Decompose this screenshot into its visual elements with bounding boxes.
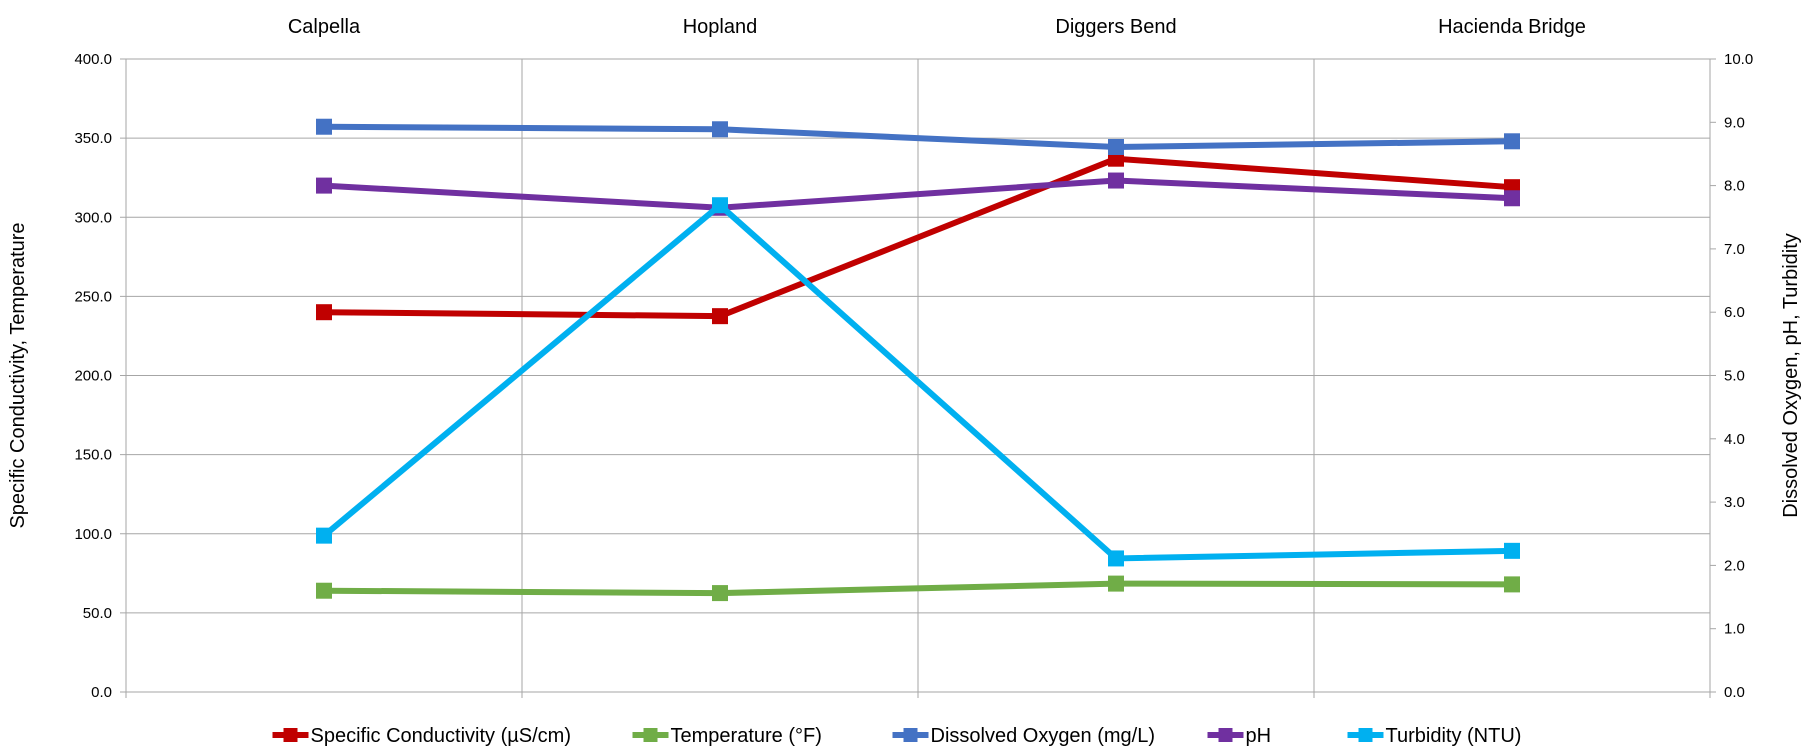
series-layer xyxy=(316,118,1520,602)
data-point-turbidity-ntu xyxy=(316,527,332,544)
category-label: Diggers Bend xyxy=(1055,16,1176,38)
right-axis-title: Dissolved Oxygen, pH, Turbidity xyxy=(1780,233,1802,518)
left-tick-label: 350.0 xyxy=(74,130,112,147)
data-point-turbidity-ntu xyxy=(712,197,728,214)
data-point-temperature-f xyxy=(1108,575,1124,592)
left-axis-title: Specific Conductivity, Temperature xyxy=(7,222,29,528)
legend-marker-turbidity-ntu xyxy=(1358,728,1373,742)
legend-marker-ph xyxy=(1218,728,1233,742)
right-tick-label: 10.0 xyxy=(1724,51,1753,68)
right-tick-label: 2.0 xyxy=(1724,557,1745,574)
data-point-dissolved-oxygen-mg-l xyxy=(1504,133,1520,150)
left-tick-label: 0.0 xyxy=(91,684,112,701)
left-tick-label: 300.0 xyxy=(74,209,112,226)
right-tick-label: 6.0 xyxy=(1724,304,1745,321)
data-point-temperature-f xyxy=(712,585,728,602)
right-tick-label: 8.0 xyxy=(1724,178,1745,195)
legend-label-turbidity-ntu: Turbidity (NTU) xyxy=(1386,725,1522,747)
legend: Specific Conductivity (µS/cm) Temperature… xyxy=(272,725,1522,747)
legend-label-ph: pH xyxy=(1246,725,1272,747)
data-point-dissolved-oxygen-mg-l xyxy=(316,118,332,135)
grid-layer xyxy=(125,58,1711,693)
right-tick-label: 4.0 xyxy=(1724,431,1745,448)
series-line-turbidity-ntu xyxy=(322,202,1513,562)
series-line-ph xyxy=(323,177,1513,211)
legend-marker-dissolved-oxygen-mg-l xyxy=(903,728,918,742)
legend-label-specific-conductivity-s-cm: Specific Conductivity (µS/cm) xyxy=(311,725,571,747)
right-tick-label: 7.0 xyxy=(1724,241,1745,258)
data-point-dissolved-oxygen-mg-l xyxy=(712,121,728,138)
left-tick-label: 50.0 xyxy=(83,605,112,622)
series-line-specific-conductivity-s-cm xyxy=(323,155,1513,320)
data-point-specific-conductivity-s-cm xyxy=(316,304,332,321)
legend-marker-specific-conductivity-s-cm xyxy=(283,728,298,742)
label-layer: 0.0 50.0 100.0 150.0 200.0 250.0 300.0 350.0 400… xyxy=(7,16,1802,701)
data-point-temperature-f xyxy=(1504,576,1520,593)
left-tick-label: 400.0 xyxy=(74,51,112,68)
category-label: Hopland xyxy=(683,16,758,38)
data-point-temperature-f xyxy=(316,582,332,599)
right-tick-label: 9.0 xyxy=(1724,114,1745,131)
data-point-ph xyxy=(316,177,332,194)
right-tick-label: 1.0 xyxy=(1724,621,1745,638)
left-tick-label: 100.0 xyxy=(74,526,112,543)
left-tick-label: 150.0 xyxy=(74,447,112,464)
data-point-specific-conductivity-s-cm xyxy=(712,308,728,325)
category-label: Calpella xyxy=(288,16,361,38)
legend-label-temperature-f: Temperature (°F) xyxy=(671,725,822,747)
category-label: Hacienda Bridge xyxy=(1438,16,1586,38)
legend-label-dissolved-oxygen-mg-l: Dissolved Oxygen (mg/L) xyxy=(931,725,1156,747)
data-point-turbidity-ntu xyxy=(1504,542,1520,559)
legend-marker-temperature-f xyxy=(643,728,658,742)
series-line-temperature-f xyxy=(323,580,1513,597)
data-point-ph xyxy=(1504,190,1520,207)
right-tick-label: 0.0 xyxy=(1724,684,1745,701)
right-tick-label: 5.0 xyxy=(1724,368,1745,385)
left-tick-label: 200.0 xyxy=(74,368,112,385)
series-line-dissolved-oxygen-mg-l xyxy=(323,123,1513,150)
data-point-ph xyxy=(1108,172,1124,189)
axis-layer xyxy=(120,58,1716,698)
left-tick-label: 250.0 xyxy=(74,288,112,305)
data-point-turbidity-ntu xyxy=(1108,550,1124,567)
right-tick-label: 3.0 xyxy=(1724,494,1745,511)
data-point-dissolved-oxygen-mg-l xyxy=(1108,138,1124,155)
